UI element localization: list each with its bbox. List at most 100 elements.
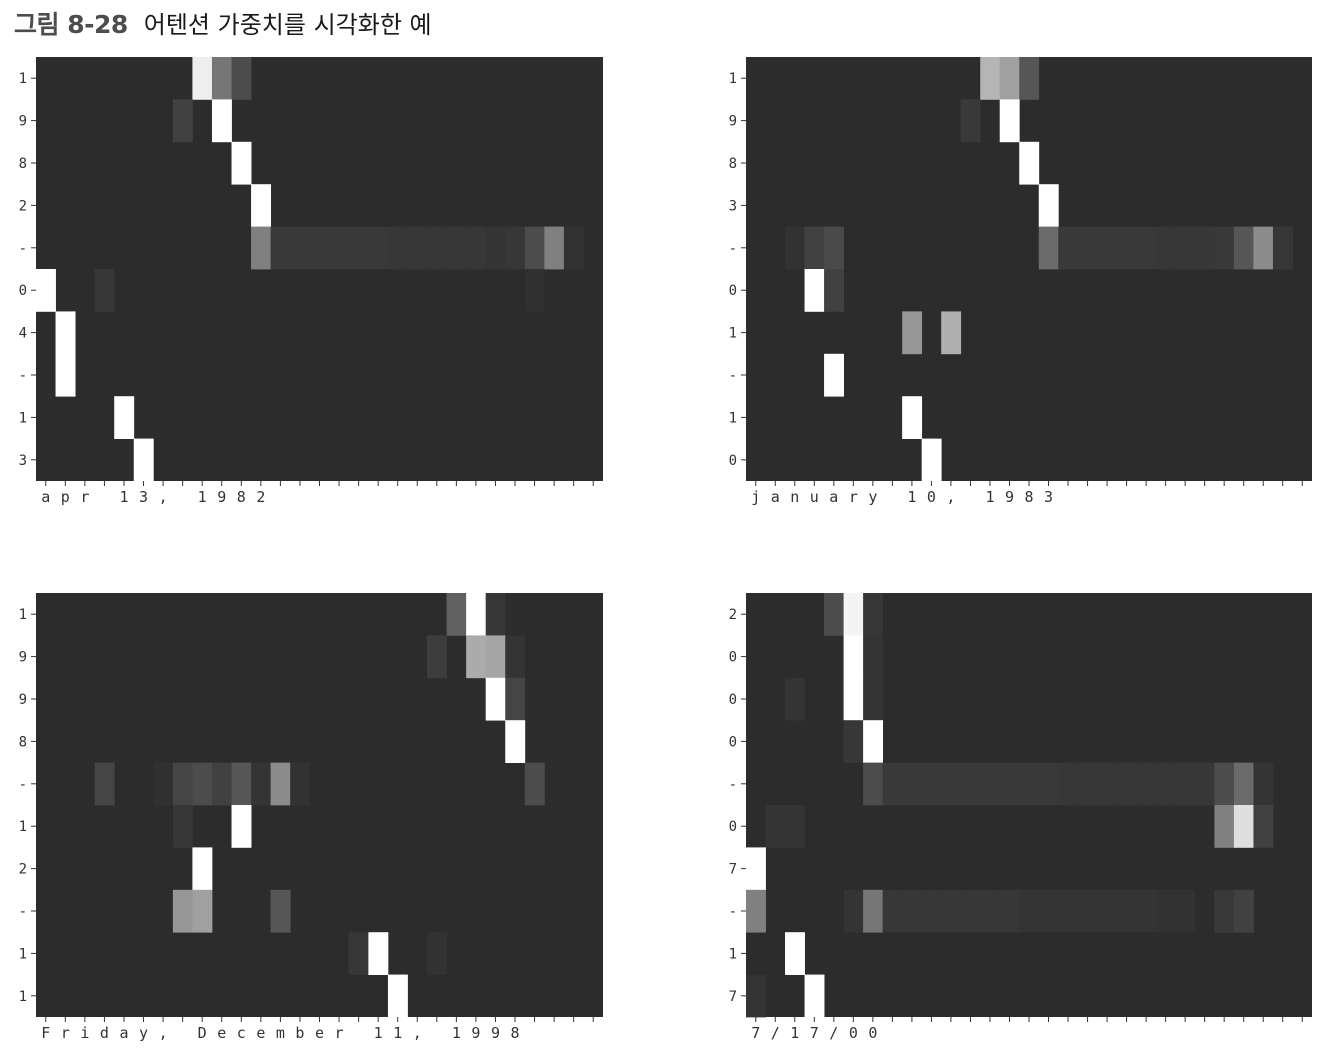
x-tick-label: 1 xyxy=(907,488,916,506)
heatmap-cell xyxy=(290,762,311,806)
heatmap-cell xyxy=(211,99,232,143)
heatmap-cell xyxy=(804,269,825,312)
heatmap-cell xyxy=(882,889,903,933)
heatmap-cell xyxy=(387,974,408,1018)
y-tick-label: 8 xyxy=(19,734,27,750)
heatmap-cell xyxy=(1233,805,1254,848)
heatmap-cell xyxy=(824,269,844,312)
y-tick-label: 0 xyxy=(729,453,737,469)
heatmap-cell xyxy=(329,226,350,270)
heatmap-cell xyxy=(231,57,252,100)
heatmap-cell xyxy=(172,889,193,933)
x-tick-label: 1 xyxy=(790,1024,799,1042)
heatmap-cell xyxy=(824,226,844,270)
heatmap-cell xyxy=(824,593,844,636)
heatmap-cell xyxy=(843,720,864,763)
x-tick-label: 1 xyxy=(119,488,128,506)
heatmap-cell xyxy=(1097,889,1118,933)
heatmap-cell xyxy=(843,677,864,721)
heatmap-cell xyxy=(1116,762,1137,806)
heatmap-cell xyxy=(1058,889,1079,933)
heatmap-cell xyxy=(1116,226,1137,270)
heatmap-cell xyxy=(172,762,193,806)
heatmap-cell xyxy=(1194,762,1215,806)
y-tick-label: 8 xyxy=(19,156,27,172)
heatmap-cell xyxy=(960,762,981,806)
heatmap-cell xyxy=(1136,226,1157,270)
x-tick-label: e xyxy=(217,1024,226,1042)
heatmap-cell xyxy=(999,57,1020,100)
x-tick-label: e xyxy=(256,1024,265,1042)
heatmap-cell xyxy=(1058,226,1079,270)
heatmap-cell xyxy=(1019,141,1040,185)
x-tick-label: p xyxy=(61,488,70,506)
heatmap-cell xyxy=(1097,762,1118,806)
heatmap-cell xyxy=(1097,226,1118,270)
y-tick-label: 2 xyxy=(19,198,27,214)
x-tick-label: 3 xyxy=(1044,488,1053,506)
heatmap-cell xyxy=(1214,762,1235,806)
figure-caption: 어텐션 가중치를 시각화한 예 xyxy=(143,11,432,39)
heatmap-cell xyxy=(785,226,805,270)
x-tick-label: r xyxy=(849,488,858,506)
heatmap-cell xyxy=(902,396,923,439)
heatmap-cell xyxy=(999,762,1020,806)
y-tick-label: 1 xyxy=(729,71,737,87)
x-tick-label: m xyxy=(276,1024,285,1042)
heatmap-cell xyxy=(172,99,193,143)
heatmap-cell xyxy=(466,635,487,679)
x-tick-label: 8 xyxy=(237,488,246,506)
y-tick-label: 7 xyxy=(729,989,737,1005)
heatmap-cell xyxy=(1272,226,1293,270)
x-tick-label: D xyxy=(198,1024,207,1042)
x-tick-label: y xyxy=(139,1024,148,1042)
heatmap-cell xyxy=(524,226,545,270)
heatmap-cell xyxy=(999,99,1020,143)
heatmap-cell xyxy=(192,889,213,933)
heatmap-cell xyxy=(211,57,232,100)
heatmap-cell xyxy=(192,847,213,891)
heatmap-cell xyxy=(1038,762,1059,806)
y-tick-label: - xyxy=(19,904,27,920)
heatmap-cell xyxy=(55,311,76,355)
x-tick-label: 8 xyxy=(1024,488,1033,506)
heatmap-cell xyxy=(804,226,825,270)
heatmap-cell xyxy=(1253,226,1274,270)
heatmap-cell xyxy=(485,226,506,270)
y-tick-label: - xyxy=(729,777,737,793)
heatmap-cell xyxy=(765,805,786,848)
heatmap-cell xyxy=(270,889,291,933)
heatmap-cell xyxy=(921,762,942,806)
heatmap-cell xyxy=(863,593,884,636)
heatmap-cell xyxy=(524,269,545,312)
heatmap-cell xyxy=(36,269,56,312)
heatmap-cell xyxy=(960,99,981,143)
x-tick-label: u xyxy=(810,488,819,506)
heatmap-cell xyxy=(251,226,272,270)
y-tick-label: 9 xyxy=(19,692,27,708)
x-tick-label: / xyxy=(771,1024,780,1042)
y-tick-label: 3 xyxy=(19,453,27,469)
x-tick-label: r xyxy=(80,488,89,506)
heatmap-cell xyxy=(863,635,884,679)
heatmap-cell xyxy=(785,805,805,848)
heatmap-cell xyxy=(863,720,884,763)
y-tick-label: 1 xyxy=(19,946,27,962)
x-tick-label: 1 xyxy=(985,488,994,506)
heatmap-cell xyxy=(746,974,766,1018)
x-tick-label: 1 xyxy=(198,488,207,506)
x-tick-label: a xyxy=(771,488,780,506)
y-tick-label: 0 xyxy=(729,692,737,708)
heatmap-cell xyxy=(524,762,545,806)
heatmap-cell xyxy=(563,226,584,270)
y-tick-label: 9 xyxy=(19,650,27,666)
heatmap-cell xyxy=(270,762,291,806)
heatmap-cell xyxy=(348,226,369,270)
heatmap-cell xyxy=(505,677,526,721)
heatmap-cell xyxy=(902,889,923,933)
heatmap-cell xyxy=(114,396,135,439)
x-tick-label: 2 xyxy=(256,488,265,506)
